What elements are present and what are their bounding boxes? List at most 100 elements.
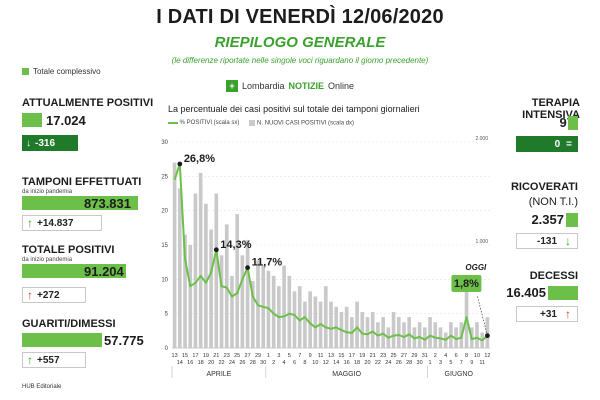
x-tick-label: 26 bbox=[396, 360, 402, 366]
legend-bar-label: N. NUOVI CASI POSITIVI (scala dx) bbox=[257, 120, 355, 127]
y-left-tick-label: 25 bbox=[161, 174, 168, 180]
page-title: I DATI DI VENERDÌ 12/06/2020 bbox=[156, 6, 444, 28]
bar bbox=[391, 311, 396, 348]
x-tick-label: 21 bbox=[370, 353, 376, 359]
bar bbox=[454, 327, 458, 348]
logo-plus-icon: + bbox=[226, 80, 238, 92]
bar bbox=[323, 286, 328, 348]
arrow-up-icon: ↑ bbox=[27, 288, 33, 302]
legend-line-label: % POSITIVI (scala sx) bbox=[179, 120, 240, 127]
bar bbox=[423, 327, 427, 348]
bar bbox=[177, 188, 182, 348]
x-tick-label: 2 bbox=[272, 360, 275, 366]
x-tick-label: 9 bbox=[470, 360, 473, 366]
decessi-bar bbox=[548, 286, 578, 300]
x-tick-label: 7 bbox=[298, 353, 301, 359]
bar bbox=[402, 322, 406, 348]
x-tick-label: 30 bbox=[417, 360, 423, 366]
x-tick-label: 25 bbox=[234, 353, 240, 359]
annotation-label: 11,7% bbox=[252, 257, 283, 269]
bar bbox=[183, 234, 187, 348]
tamponi-bar bbox=[22, 196, 138, 210]
x-tick-label: 20 bbox=[208, 360, 214, 366]
x-tick-label: 2 bbox=[434, 353, 437, 359]
chart-legend: % POSITIVI (scala sx) N. NUOVI CASI POSI… bbox=[168, 120, 354, 127]
x-tick-label: 5 bbox=[288, 353, 291, 359]
x-tick-label: 11 bbox=[479, 360, 485, 366]
arrow-down-icon: ↓ bbox=[26, 137, 31, 149]
x-tick-label: 29 bbox=[411, 353, 417, 359]
x-tick-label: 16 bbox=[187, 360, 193, 366]
x-tick-label: 20 bbox=[364, 360, 370, 366]
terapia-label: TERAPIA INTENSIVA bbox=[522, 97, 580, 121]
today-value: 1,8% bbox=[454, 278, 479, 290]
bar bbox=[381, 317, 385, 348]
x-tick-label: 14 bbox=[333, 360, 339, 366]
terapia-delta-value: 0 bbox=[554, 138, 561, 150]
annotation-point bbox=[213, 247, 219, 253]
x-tick-label: 21 bbox=[213, 353, 219, 359]
annotation-point bbox=[177, 161, 183, 167]
y-left-tick-label: 0 bbox=[165, 346, 169, 352]
bar bbox=[485, 317, 490, 348]
totale-delta: ↑ +272 bbox=[22, 287, 86, 303]
x-tick-label: 26 bbox=[239, 360, 245, 366]
x-tick-label: 31 bbox=[422, 353, 428, 359]
chart-title: La percentuale dei casi positivi sul tot… bbox=[168, 104, 420, 114]
bar bbox=[344, 306, 349, 348]
x-tick-label: 12 bbox=[484, 353, 490, 359]
x-tick-label: 6 bbox=[455, 353, 458, 359]
bar bbox=[365, 317, 370, 348]
bar bbox=[219, 255, 224, 348]
bar bbox=[224, 224, 229, 348]
guariti-value: 57.775 bbox=[104, 333, 144, 348]
ricoverati-label: RICOVERATI bbox=[510, 181, 578, 193]
bar bbox=[282, 265, 286, 348]
bar bbox=[396, 317, 401, 348]
bar bbox=[360, 311, 365, 348]
today-title: OGGI bbox=[465, 263, 487, 272]
bar bbox=[428, 317, 432, 348]
series-line-positivi bbox=[173, 163, 489, 342]
bar bbox=[235, 214, 239, 348]
bar bbox=[292, 291, 297, 348]
positivi-delta: ↓ -316 bbox=[22, 135, 78, 151]
equal-icon: = bbox=[566, 138, 572, 150]
x-tick-label: 18 bbox=[354, 360, 360, 366]
x-tick-label: 10 bbox=[312, 360, 318, 366]
terapia-delta: 0 = bbox=[516, 136, 578, 152]
bar bbox=[370, 311, 375, 348]
x-tick-label: 8 bbox=[303, 360, 306, 366]
tamponi-value: 873.831 bbox=[84, 196, 131, 211]
terapia-bar bbox=[568, 116, 578, 130]
bar bbox=[214, 193, 219, 348]
legend-line-item: % POSITIVI (scala sx) bbox=[168, 120, 239, 126]
decessi-label: DECESSI bbox=[529, 270, 578, 282]
bar bbox=[303, 301, 307, 348]
annotation-label: 14,3% bbox=[220, 239, 251, 251]
arrow-up-icon: ↑ bbox=[565, 307, 571, 321]
positivi-bar bbox=[22, 113, 42, 127]
page-subtitle: RIEPILOGO GENERALE bbox=[214, 34, 386, 51]
x-tick-label: 1 bbox=[267, 353, 270, 359]
positivi-value: 17.024 bbox=[46, 113, 86, 128]
bar bbox=[172, 162, 177, 348]
x-tick-label: 24 bbox=[229, 360, 235, 366]
totale-bar bbox=[22, 264, 126, 278]
x-tick-label: 27 bbox=[401, 353, 407, 359]
bar bbox=[250, 281, 255, 348]
annotation-label: 26,8% bbox=[184, 153, 215, 165]
x-tick-label: 8 bbox=[465, 353, 468, 359]
today-badge bbox=[451, 275, 482, 292]
legend-line-icon bbox=[168, 121, 178, 124]
logo: + Lombardia NOTIZIE Online bbox=[226, 80, 354, 92]
arrow-up-icon: ↑ bbox=[27, 353, 33, 367]
x-tick-label: 4 bbox=[283, 360, 286, 366]
bar bbox=[355, 301, 359, 348]
x-tick-label: 19 bbox=[359, 353, 365, 359]
positivi-label: ATTUALMENTE POSITIVI bbox=[22, 97, 154, 109]
bar bbox=[329, 301, 333, 348]
month-label: APRILE bbox=[206, 371, 231, 378]
x-tick-label: 3 bbox=[439, 360, 442, 366]
